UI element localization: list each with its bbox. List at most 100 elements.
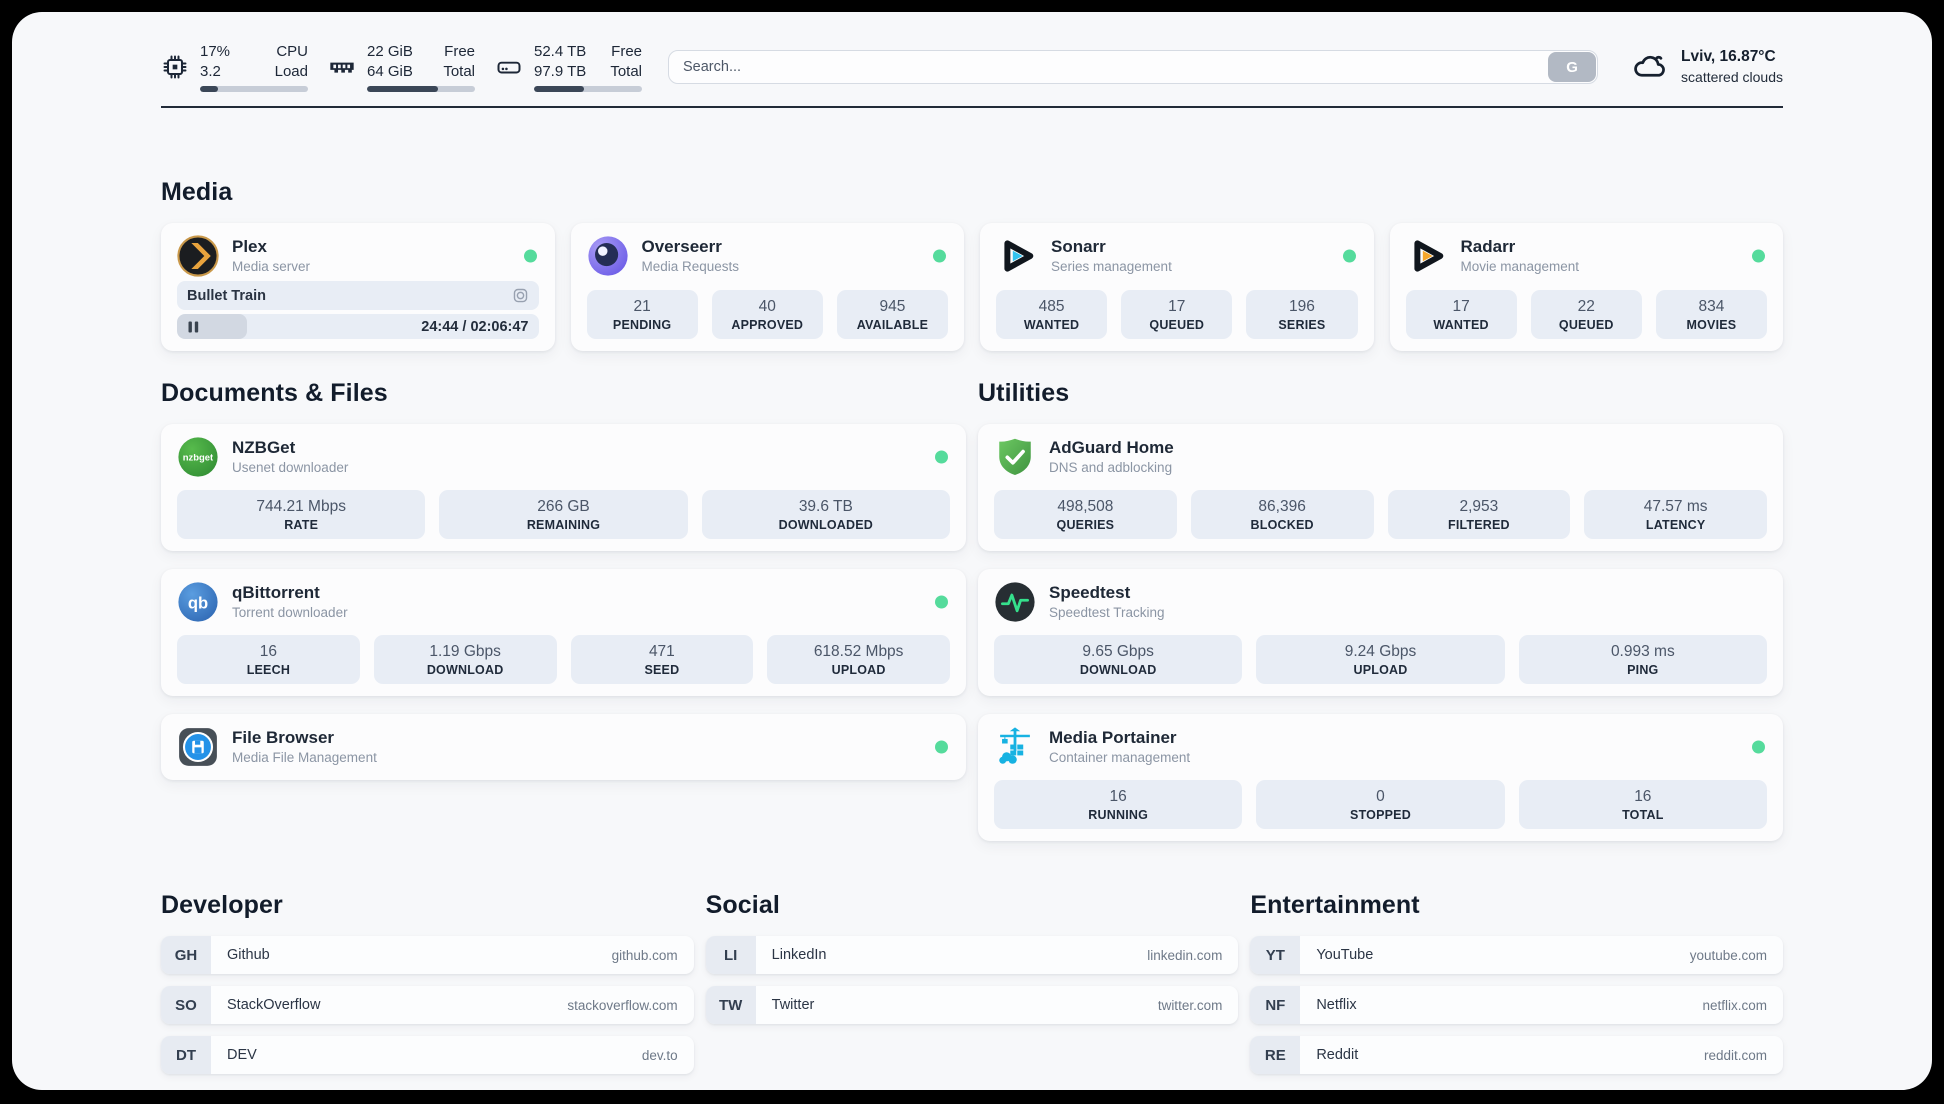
section-utilities: Utilities AdGuard Home DNS and adblockin…	[978, 379, 1783, 841]
app-card-adguard[interactable]: AdGuard Home DNS and adblocking 498,508 Q…	[978, 424, 1783, 551]
stat-label: UPLOAD	[831, 663, 886, 677]
qbittorrent-header: qb qBittorrent Torrent downloader	[177, 581, 950, 623]
portainer-stats: 16 RUNNING 0 STOPPED 16 TOTAL	[994, 780, 1767, 829]
stat-value: 744.21 Mbps	[256, 498, 346, 515]
stat-label: LEECH	[246, 663, 291, 677]
bookmark-twitter[interactable]: TW Twitter twitter.com	[705, 986, 1239, 1024]
bookmark-abbr: NF	[1250, 986, 1301, 1024]
stat-box: 16 RUNNING	[994, 780, 1243, 829]
app-card-qbittorrent[interactable]: qb qBittorrent Torrent downloader 16 LEEC…	[161, 569, 966, 696]
stat-label: LATENCY	[1645, 518, 1706, 532]
bookmark-reddit[interactable]: RE Reddit reddit.com	[1250, 1036, 1783, 1074]
app-card-radarr[interactable]: Radarr Movie management 17 WANTED 22 QUEUE…	[1389, 223, 1783, 351]
memory-widget: 22 GiB 64 GiB Free Total	[328, 42, 475, 92]
pause-icon	[188, 321, 199, 333]
session-icon[interactable]	[512, 287, 529, 304]
disk-free: 52.4 TB	[534, 43, 587, 60]
adguard-icon	[994, 436, 1036, 478]
bookmark-netflix[interactable]: NF Netflix netflix.com	[1250, 986, 1783, 1024]
stat-box: 39.6 TB DOWNLOADED	[701, 490, 950, 539]
cpu-widget: 17% 3.2 CPU Load	[161, 42, 308, 92]
stat-box: 47.57 ms LATENCY	[1584, 490, 1767, 539]
stat-label: MOVIES	[1686, 318, 1737, 332]
stat-box: 9.24 Gbps UPLOAD	[1256, 635, 1505, 684]
stat-value: 9.24 Gbps	[1344, 643, 1417, 660]
search-input[interactable]	[668, 50, 1599, 84]
stat-value: 16	[1634, 788, 1652, 805]
radarr-stats: 17 WANTED 22 QUEUED 834 MOVIES	[1405, 290, 1768, 339]
weather-widget: Lviv, 16.87°C scattered clouds	[1632, 47, 1783, 87]
stat-label: PING	[1627, 663, 1659, 677]
stat-value: 618.52 Mbps	[813, 643, 904, 660]
app-card-nzbget[interactable]: nzbget NZBGet Usenet downloader 744.21 M…	[161, 424, 966, 551]
app-description: Speedtest Tracking	[1049, 604, 1165, 620]
app-card-plex[interactable]: Plex Media server Bullet Train	[161, 223, 555, 351]
stat-label: TOTAL	[1622, 808, 1664, 822]
status-dot	[523, 249, 537, 263]
bookmark-group-developer: Developer GH Github github.com SO StackO…	[161, 891, 694, 1086]
status-dot	[933, 249, 946, 263]
app-card-portainer[interactable]: Media Portainer Container management 16 R…	[978, 714, 1783, 841]
stat-box: 0 STOPPED	[1256, 780, 1505, 829]
bookmark-github[interactable]: GH Github github.com	[161, 936, 694, 974]
app-name: Radarr	[1460, 237, 1516, 257]
documents-section-title: Documents & Files	[161, 379, 388, 407]
cpu-percent: 17%	[200, 43, 231, 60]
adguard-header: AdGuard Home DNS and adblocking	[994, 436, 1767, 478]
stat-label: AVAILABLE	[856, 318, 929, 332]
disk-total-label: Total	[610, 62, 642, 80]
stat-label: SEED	[644, 663, 680, 677]
stat-label: RUNNING	[1088, 808, 1149, 822]
now-playing-title: Bullet Train	[187, 287, 266, 304]
bookmark-youtube[interactable]: YT YouTube youtube.com	[1250, 936, 1783, 974]
stat-value: 471	[648, 643, 675, 660]
stat-box: 16 LEECH	[177, 635, 360, 684]
playback-progress[interactable]: 24:44 / 02:06:47	[177, 314, 539, 339]
stat-value: 39.6 TB	[798, 498, 853, 515]
stat-label: DOWNLOAD	[1079, 663, 1157, 677]
app-card-sonarr[interactable]: Sonarr Series management 485 WANTED 17 QUE…	[980, 223, 1374, 351]
stat-label: DOWNLOAD	[426, 663, 504, 677]
filebrowser-icon	[177, 726, 219, 768]
app-card-overseerr[interactable]: Overseerr Media Requests 21 PENDING 40 APP…	[570, 223, 964, 351]
stat-label: FILTERED	[1447, 518, 1510, 532]
stat-box: 945 AVAILABLE	[836, 290, 949, 339]
bookmark-dev[interactable]: DT DEV dev.to	[161, 1036, 694, 1074]
bookmark-abbr: GH	[161, 936, 211, 974]
stat-label: QUERIES	[1056, 518, 1115, 532]
search-engine-button[interactable]: G	[1548, 52, 1597, 82]
speedtest-stats: 9.65 Gbps DOWNLOAD 9.24 Gbps UPLOAD 0.993 …	[994, 635, 1767, 684]
stat-label: UPLOAD	[1353, 663, 1408, 677]
stat-box: 0.993 ms PING	[1518, 635, 1767, 684]
stat-value: 17	[1452, 298, 1470, 315]
dashboard-page: 17% 3.2 CPU Load	[12, 12, 1932, 1090]
sonarr-icon	[996, 235, 1038, 277]
status-dot	[935, 740, 948, 754]
sonarr-header: Sonarr Series management	[996, 235, 1358, 277]
stat-box: 16 TOTAL	[1518, 780, 1767, 829]
stat-value: 47.57 ms	[1643, 498, 1708, 515]
stat-value: 9.65 Gbps	[1082, 643, 1154, 660]
memory-total-label: Total	[443, 62, 475, 80]
stat-box: 618.52 Mbps UPLOAD	[767, 635, 950, 684]
disk-widget: 52.4 TB 97.9 TB Free Total	[495, 42, 642, 92]
plex-header: Plex Media server	[177, 235, 539, 277]
bookmark-domain: dev.to	[641, 1047, 678, 1063]
svg-text:qb: qb	[188, 593, 208, 612]
bookmark-linkedin[interactable]: LI LinkedIn linkedin.com	[705, 936, 1239, 974]
cpu-load-label: Load	[274, 62, 308, 80]
disk-total: 97.9 TB	[534, 62, 587, 80]
app-name: Overseerr	[641, 237, 722, 257]
status-dot	[935, 450, 948, 464]
memory-total: 64 GiB	[367, 62, 413, 80]
stat-value: 40	[758, 298, 776, 315]
memory-progressbar	[367, 86, 475, 92]
app-card-filebrowser[interactable]: File Browser Media File Management	[161, 714, 966, 780]
bookmark-domain: reddit.com	[1703, 1047, 1767, 1063]
filebrowser-header: File Browser Media File Management	[177, 726, 950, 768]
app-description: Media File Management	[232, 749, 377, 765]
bookmark-stackoverflow[interactable]: SO StackOverflow stackoverflow.com	[161, 986, 694, 1024]
disk-free-label: Free	[611, 43, 642, 60]
app-card-speedtest[interactable]: Speedtest Speedtest Tracking 9.65 Gbps DO…	[978, 569, 1783, 696]
bookmark-group-title: Social	[705, 891, 780, 919]
